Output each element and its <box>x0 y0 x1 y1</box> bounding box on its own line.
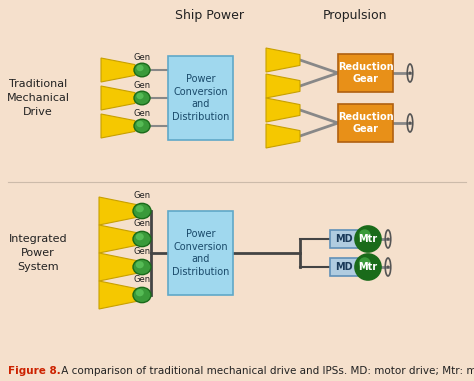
Circle shape <box>386 237 390 240</box>
Text: Gen: Gen <box>134 219 151 229</box>
Polygon shape <box>99 225 137 253</box>
FancyBboxPatch shape <box>338 104 393 142</box>
Ellipse shape <box>137 65 144 71</box>
Text: MD: MD <box>335 262 353 272</box>
Polygon shape <box>266 98 300 122</box>
Ellipse shape <box>133 203 151 219</box>
Text: Mtr: Mtr <box>358 234 378 244</box>
Ellipse shape <box>136 205 144 212</box>
Ellipse shape <box>136 289 144 296</box>
Text: Power
Conversion
and
Distribution: Power Conversion and Distribution <box>172 74 229 122</box>
FancyBboxPatch shape <box>338 54 393 92</box>
Text: Power
Conversion
and
Distribution: Power Conversion and Distribution <box>172 229 229 277</box>
Ellipse shape <box>134 91 150 105</box>
Text: Traditional
Mechanical
Drive: Traditional Mechanical Drive <box>7 79 70 117</box>
Polygon shape <box>266 74 300 98</box>
Circle shape <box>409 122 411 125</box>
Polygon shape <box>266 124 300 148</box>
Circle shape <box>409 72 411 75</box>
Text: Reduction
Gear: Reduction Gear <box>337 62 393 84</box>
Text: Mtr: Mtr <box>358 262 378 272</box>
FancyBboxPatch shape <box>330 258 358 276</box>
Text: Gen: Gen <box>134 53 151 61</box>
Text: Propulsion: Propulsion <box>323 10 387 22</box>
Text: Gen: Gen <box>134 192 151 200</box>
Circle shape <box>386 266 390 269</box>
Text: A comparison of traditional mechanical drive and IPSs. MD: motor drive; Mtr: mot: A comparison of traditional mechanical d… <box>58 366 474 376</box>
Circle shape <box>359 257 371 269</box>
Ellipse shape <box>136 261 144 268</box>
Ellipse shape <box>134 119 150 133</box>
Polygon shape <box>101 58 135 82</box>
Text: Integrated
Power
System: Integrated Power System <box>9 234 67 272</box>
Polygon shape <box>99 281 137 309</box>
Ellipse shape <box>136 233 144 240</box>
Text: Gen: Gen <box>134 80 151 90</box>
Circle shape <box>355 254 381 280</box>
Text: MD: MD <box>335 234 353 244</box>
Polygon shape <box>99 253 137 281</box>
Text: Gen: Gen <box>134 248 151 256</box>
Text: Gen: Gen <box>134 275 151 285</box>
Ellipse shape <box>134 63 150 77</box>
Polygon shape <box>101 114 135 138</box>
Ellipse shape <box>133 259 151 275</box>
Text: Reduction
Gear: Reduction Gear <box>337 112 393 134</box>
Ellipse shape <box>137 93 144 99</box>
Polygon shape <box>101 86 135 110</box>
FancyBboxPatch shape <box>168 211 233 295</box>
FancyBboxPatch shape <box>168 56 233 140</box>
Text: Figure 8.: Figure 8. <box>8 366 61 376</box>
Ellipse shape <box>133 287 151 303</box>
Text: Ship Power: Ship Power <box>175 10 245 22</box>
Ellipse shape <box>137 121 144 127</box>
Circle shape <box>359 229 371 241</box>
Circle shape <box>355 226 381 252</box>
Polygon shape <box>99 197 137 225</box>
Text: Gen: Gen <box>134 109 151 117</box>
Polygon shape <box>266 48 300 72</box>
FancyBboxPatch shape <box>330 230 358 248</box>
Ellipse shape <box>133 231 151 247</box>
